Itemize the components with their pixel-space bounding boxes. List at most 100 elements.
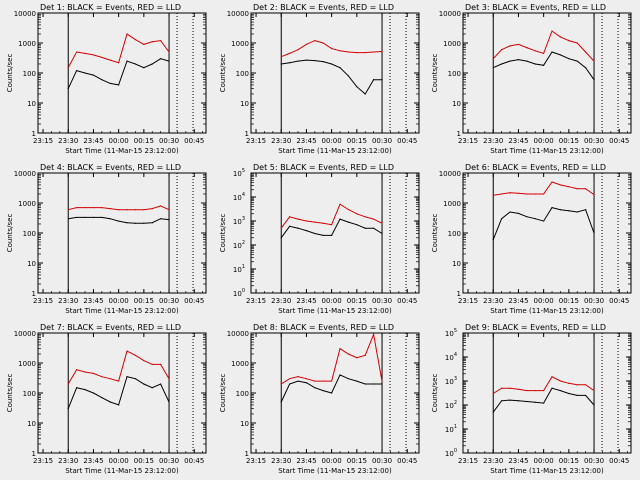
lld-point [92,372,95,375]
events-point [322,234,324,237]
lld-point [84,371,86,373]
y-tick-label: 100 [445,448,457,458]
events-point [331,63,333,65]
events-point [551,51,553,53]
lld-point [509,192,511,194]
lld-point [76,207,78,209]
lld-point [143,360,145,362]
y-tick-label: 1000 [18,360,36,368]
events-point [134,222,137,224]
lld-point [543,389,545,392]
x-tick-label: 23:15 [458,457,478,465]
events-point [576,60,578,62]
lld-point [160,40,162,42]
events-point [559,54,562,56]
x-tick-label: 23:15 [246,457,266,465]
events-point [593,232,595,234]
events-point [339,374,341,376]
lld-point [134,209,137,211]
x-tick-label: 23:30 [58,137,78,145]
events-point [134,63,137,65]
events-point [509,399,511,401]
events-point [534,401,536,403]
x-tick-label: 23:15 [33,137,53,145]
x-tick-label: 23:45 [296,457,316,465]
x-tick-label: 23:30 [271,297,291,305]
events-point [297,380,299,382]
lld-point [289,216,291,218]
events-point [568,392,570,395]
events-point [297,60,299,62]
lld-point [526,47,528,49]
y-tick-label: 1 [457,290,461,298]
events-point [543,402,545,404]
events-point [126,376,128,378]
lld-point [151,41,153,43]
lld-point [151,363,153,365]
lld-point [84,52,86,55]
events-point [151,222,153,224]
lld-point [289,378,291,380]
events-point [585,67,587,69]
y-tick-label: 1 [245,450,249,458]
x-tick-label: 00:15 [347,297,367,305]
events-point [534,218,536,220]
lld-point [280,227,282,229]
x-tick-label: 00:15 [134,297,154,305]
events-point [160,58,162,60]
x-tick-label: 23:30 [483,297,503,305]
lld-point [526,193,528,195]
y-tick-label: 10 [452,100,461,108]
events-point [109,401,111,403]
x-tick-label: 23:45 [83,457,103,465]
events-point [168,60,170,62]
events-point [314,59,316,62]
panel-title: Det 3: BLACK = Events, RED = LLD [465,3,606,12]
lld-point [356,213,358,215]
events-point [76,387,78,389]
events-point [289,62,291,64]
x-tick-label: 00:30 [372,457,392,465]
x-tick-label: 00:30 [159,457,179,465]
events-point [364,93,366,95]
x-tick-label: 23:15 [458,297,478,305]
events-point [289,225,291,227]
x-tick-label: 23:30 [483,457,503,465]
events-point [534,63,536,65]
y-tick-label: 100 [236,390,249,398]
events-point [347,75,350,77]
events-point [314,232,316,235]
events-point [501,400,503,402]
chart-panel-9: Det 9: BLACK = Events, RED = LLD 100 101 10… [431,323,632,475]
x-tick-label: 00:30 [159,137,179,145]
lld-point [339,50,341,52]
x-tick-label: 00:00 [534,457,554,465]
events-point [364,383,366,385]
events-point [126,60,128,62]
lld-point [143,43,145,45]
events-point [280,63,282,65]
chart-panel-3: Det 3: BLACK = Events, RED = LLD 1 10 100 10… [431,3,632,155]
y-tick-label: 10000 [439,170,461,178]
events-point [160,218,162,220]
events-point [84,388,86,391]
y-tick-label: 103 [233,216,245,226]
events-point [101,79,103,81]
lld-point [322,380,324,382]
lld-point [331,380,333,382]
lld-point [84,207,86,209]
y-tick-label: 100 [448,230,461,238]
y-tick-label: 100 [448,70,461,78]
lld-point [314,40,316,42]
events-point [168,401,170,403]
y-tick-label: 1 [32,450,36,458]
x-tick-label: 00:00 [534,297,554,305]
lld-point [559,380,562,382]
lld-point [593,194,595,196]
x-tick-label: 00:30 [159,297,179,305]
lld-point [568,382,570,384]
lld-point [534,50,536,52]
lld-point [492,194,494,196]
lld-point [280,56,282,58]
events-point [76,216,78,219]
